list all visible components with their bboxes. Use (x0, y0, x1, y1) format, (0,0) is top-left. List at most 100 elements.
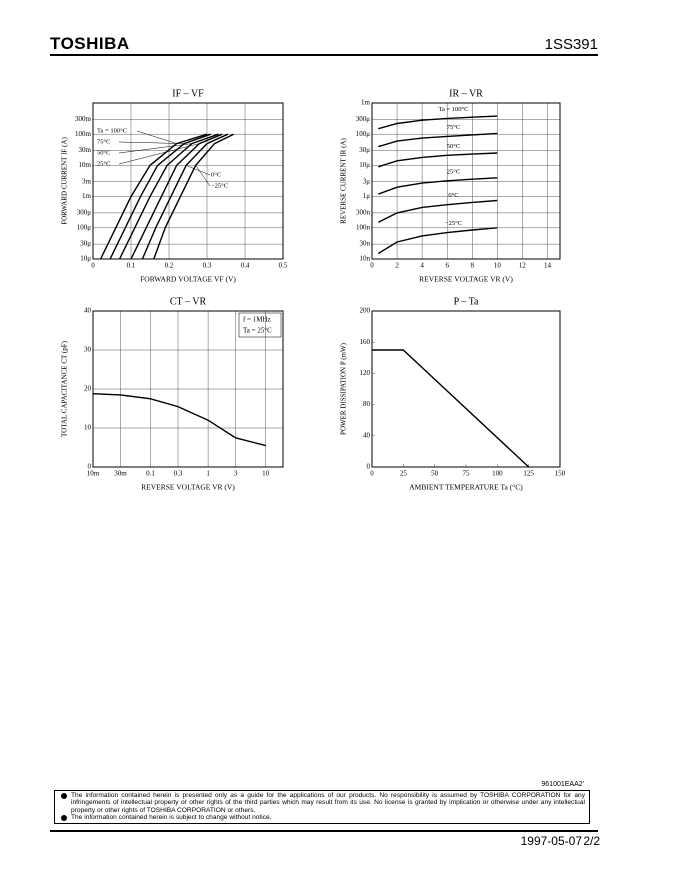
x-axis-label: REVERSE VOLTAGE VR (V) (141, 483, 235, 492)
y-tick-label: 0 (367, 463, 371, 471)
chart-title: CT – VR (170, 296, 207, 307)
chart-title: IF – VF (172, 88, 204, 99)
y-tick-label: 10 (84, 424, 92, 432)
annotation: Ta = 25°C (243, 327, 272, 335)
charts: IF – VF FORWARD VOLTAGE VF (V) FORWARD CUR… (61, 88, 566, 492)
plot-frame (371, 310, 561, 468)
note: The information contained herein is subj… (59, 814, 585, 822)
y-tick-label: 100m (75, 130, 92, 138)
series-label: −25°C (445, 220, 462, 227)
y-tick-label: 100n (356, 223, 371, 231)
y-tick-label: 1m (82, 192, 92, 200)
curve (372, 349, 530, 468)
series-label: Ta = 100°C (438, 106, 468, 113)
series-label: 50°C (447, 143, 460, 150)
x-tick-label: 10m (87, 470, 100, 478)
x-tick-label: 50 (431, 470, 439, 478)
series-label: 75°C (447, 124, 460, 131)
series-label: 0°C (211, 171, 221, 178)
x-tick-label: 0.1 (127, 262, 136, 270)
y-tick-label: 30 (84, 346, 92, 354)
rule (50, 54, 598, 56)
y-tick-label: 40 (84, 307, 92, 315)
curve (99, 133, 208, 260)
series-label: 50°C (97, 149, 110, 156)
leader (118, 143, 200, 165)
y-tick-label: 30m (79, 146, 92, 154)
plot-frame (92, 102, 284, 260)
curve (377, 199, 498, 223)
y-axis-label: FORWARD CURRENT IF (A) (61, 137, 69, 225)
y-axis-label: REVERSE CURRENT IR (A) (340, 138, 348, 224)
curve (378, 115, 498, 130)
date: 1997-05-07 (520, 834, 582, 848)
y-tick-label: 160 (360, 338, 371, 346)
x-tick-label: 0.3 (174, 470, 183, 478)
series-label: 25°C (447, 168, 460, 175)
y-axis-label: TOTAL CAPACITANCE CT (pF) (61, 340, 69, 437)
y-tick-label: 10m (79, 161, 92, 169)
series-label: 25°C (97, 160, 110, 167)
curve (109, 133, 212, 260)
doc-code: 961001EAA2' (541, 781, 584, 788)
x-tick-label: 0.1 (146, 470, 155, 478)
leader (136, 130, 177, 144)
y-axis-label: POWER DISSIPATION P (mW) (340, 342, 348, 435)
series-label: 75°C (97, 138, 110, 145)
annotation-box (238, 312, 282, 338)
y-tick-label: 3μ (363, 177, 371, 185)
y-tick-label: 300n (356, 209, 371, 217)
leader (186, 165, 211, 176)
y-tick-label: 300m (75, 115, 92, 123)
y-tick-label: 1μ (363, 192, 371, 200)
y-tick-label: 200 (360, 307, 371, 315)
x-axis-label: REVERSE VOLTAGE VR (V) (419, 275, 513, 284)
chart-title: IR – VR (449, 88, 483, 99)
plot-frame (371, 102, 561, 260)
x-tick-label: 0 (91, 262, 95, 270)
x-tick-label: 0 (370, 262, 374, 270)
y-tick-label: 30μ (359, 146, 370, 154)
page-number: 2/2 (583, 834, 600, 848)
y-tick-label: 20 (84, 385, 92, 393)
y-tick-label: 10μ (80, 255, 91, 263)
x-tick-label: 10 (494, 262, 502, 270)
y-tick-label: 300μ (77, 209, 92, 217)
curve (378, 177, 498, 195)
x-tick-label: 3 (234, 470, 238, 478)
x-tick-label: 14 (544, 262, 552, 270)
y-tick-label: 10μ (359, 161, 370, 169)
x-tick-label: 8 (471, 262, 475, 270)
x-axis-label: AMBIENT TEMPERATURE Ta (°C) (409, 483, 523, 492)
series-label: Ta = 100°C (97, 127, 127, 134)
y-tick-label: 100μ (77, 223, 92, 231)
y-tick-label: 30n (360, 240, 371, 248)
x-tick-label: 125 (523, 470, 534, 478)
y-tick-label: 3m (82, 177, 92, 185)
curve (118, 133, 219, 260)
brand: TOSHIBA (50, 34, 130, 53)
y-tick-label: 80 (363, 400, 371, 408)
x-tick-label: 6 (445, 262, 449, 270)
leader (118, 143, 192, 154)
notice: The information contained herein is pres… (54, 790, 590, 824)
curve (141, 133, 229, 260)
y-tick-label: 300μ (356, 115, 371, 123)
curve (378, 152, 498, 168)
x-tick-label: 100 (492, 470, 503, 478)
y-tick-label: 1m (361, 99, 371, 107)
rule (50, 830, 598, 832)
chart-title: P – Ta (454, 296, 479, 307)
y-tick-label: 100μ (356, 130, 371, 138)
note: The information contained herein is pres… (59, 792, 585, 814)
x-tick-label: 0.2 (165, 262, 174, 270)
x-tick-label: 4 (420, 262, 424, 270)
y-tick-label: 40 (363, 431, 371, 439)
x-tick-label: 30m (114, 470, 127, 478)
y-tick-label: 10n (360, 255, 371, 263)
x-tick-label: 0.5 (279, 262, 288, 270)
leader (195, 165, 211, 187)
x-tick-label: 150 (555, 470, 566, 478)
annotation: f = 1MHz (243, 316, 271, 324)
